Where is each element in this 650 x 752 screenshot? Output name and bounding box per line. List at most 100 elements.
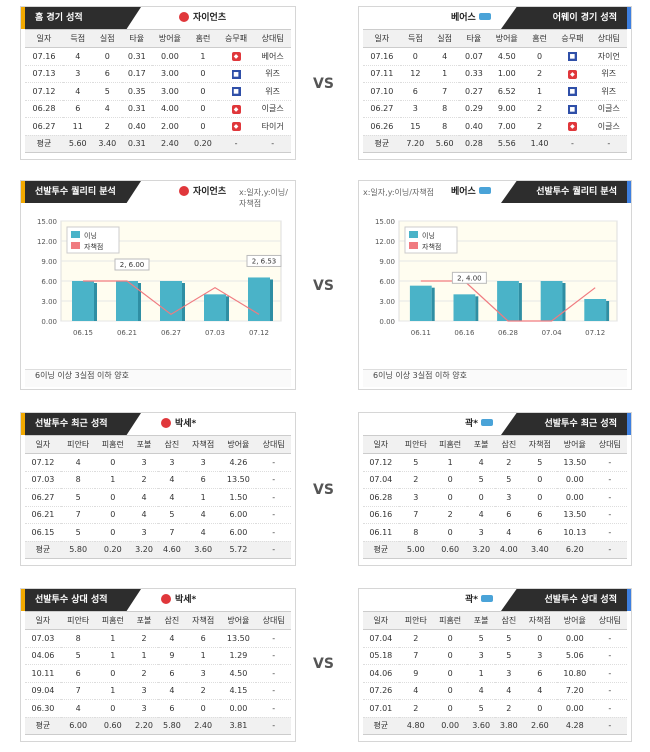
table-cell: 4	[60, 453, 96, 472]
left-vs-pitcher: 박세*	[161, 589, 196, 611]
avg-cell: 0.60	[432, 541, 468, 559]
table-cell: 06.21	[25, 506, 61, 524]
table-cell: 1	[185, 647, 221, 665]
table-cell: 5	[522, 453, 558, 472]
table-cell: -	[256, 647, 291, 665]
column-header: 일자	[25, 435, 61, 454]
average-row: 평균 5.80 0.20 3.20 4.60 3.60 5.72-	[25, 541, 291, 559]
x-tick-label: 07.12	[585, 329, 605, 337]
table-cell: 06.28	[363, 488, 399, 507]
result-badge: ■	[567, 104, 577, 114]
table-cell: 0.40	[122, 117, 152, 136]
avg-cell: 3.20	[130, 541, 158, 559]
axis-note: x:일자,y:이닝/자책점	[239, 188, 288, 208]
avg-cell: 5.60	[429, 135, 460, 153]
table-cell: 0	[400, 47, 430, 66]
table-cell: 06.27	[363, 100, 401, 118]
table-cell: 7	[157, 523, 186, 542]
table-row: 07.04 2 0 5 5 0 0.00-	[363, 629, 627, 648]
table-cell: 2	[398, 699, 433, 718]
avg-cell: -	[256, 717, 291, 735]
table-cell: 0.31	[122, 100, 152, 118]
table-cell: 2	[432, 506, 468, 524]
result-cell: ■	[217, 65, 255, 83]
table-cell: 0.27	[459, 82, 489, 101]
avg-cell: 3.60	[467, 717, 495, 735]
avg-cell: 1.40	[524, 135, 555, 153]
table-cell: 13.50	[220, 629, 257, 648]
y-tick-label: 0.00	[41, 318, 57, 326]
vs-label: VS	[313, 76, 334, 92]
table-cell: 0.17	[122, 65, 152, 83]
table-cell: 10.80	[557, 664, 593, 683]
table-cell: 3	[130, 699, 158, 718]
table-cell: 4.26	[220, 453, 257, 472]
avg-cell: 6.20	[557, 541, 593, 559]
table-row: 07.03 8 1 2 4 6 13.50-	[25, 629, 291, 648]
table-cell: 6	[62, 100, 93, 118]
table-cell: 0	[95, 699, 131, 718]
table-cell: 위즈	[254, 82, 291, 101]
table-cell: -	[592, 664, 627, 683]
table-row: 04.06 5 1 1 9 1 1.29-	[25, 647, 291, 665]
result-badge: ■	[231, 87, 241, 97]
table-cell: 위즈	[590, 65, 627, 83]
table-cell: 6	[522, 523, 558, 542]
table-cell: 4.00	[151, 100, 189, 118]
table-cell: 4	[429, 47, 460, 66]
table-cell: 15	[400, 117, 430, 136]
table-header-row: 일자 득점 실점 타율 방어율 홈런 승무패 상대팀	[363, 29, 627, 48]
column-header: 승무패	[217, 29, 255, 48]
result-cell: ■	[217, 82, 255, 101]
table-cell: -	[592, 523, 627, 542]
table-cell: 0	[522, 471, 558, 489]
left-recent-table: 일자 피안타 피홈런 포볼 삼진 자책점 방어율 상대팀 07.12 4 0 3 3 3 4.26-07.0…	[25, 435, 291, 559]
note-bar: 6이닝 이상 3실점 이하 양호	[363, 369, 627, 387]
table-cell: 이글스	[254, 100, 291, 118]
quality-note: 6이닝 이상 3실점 이하 양호	[373, 371, 467, 380]
table-cell: 3	[467, 647, 495, 665]
table-cell: 4	[467, 506, 495, 524]
table-cell: -	[256, 629, 291, 648]
table-cell: 3	[522, 647, 558, 665]
table-cell: 07.12	[363, 453, 399, 472]
right-quality-tab: 선발투수 퀄리티 분석	[501, 181, 631, 203]
vs-label: VS	[313, 278, 334, 294]
column-header: 일자	[363, 435, 399, 454]
average-row: 평균 7.20 5.60 0.28 5.56 1.40- -	[363, 135, 627, 153]
avg-cell: 평균	[363, 717, 399, 735]
table-row: 07.03 8 1 2 4 6 13.50-	[25, 471, 291, 489]
table-cell: 6	[185, 629, 221, 648]
table-cell: 0.00	[557, 471, 593, 489]
table-cell: 3	[130, 682, 158, 700]
result-cell: ◆	[217, 117, 255, 136]
home-record-tab: 홈 경기 성적	[21, 7, 141, 29]
table-row: 06.15 5 0 3 7 4 6.00-	[25, 523, 291, 542]
avg-cell: 0.20	[95, 541, 131, 559]
table-cell: 13.50	[557, 506, 593, 524]
bar-shadow	[138, 283, 141, 321]
table-cell: 3	[494, 664, 523, 683]
table-row: 06.21 7 0 4 5 4 6.00-	[25, 506, 291, 524]
bar-shadow	[270, 279, 273, 321]
left-quality-chart: 0.00 3.00 6.00 9.00 12.00 15.00 06.15 06.21 06.2…	[37, 218, 282, 337]
x-tick-label: 06.16	[454, 329, 475, 337]
table-cell: 1	[130, 647, 158, 665]
table-row: 06.16 7 2 4 6 6 13.50-	[363, 506, 627, 524]
avg-cell: 5.72	[220, 541, 257, 559]
table-cell: 0	[432, 471, 468, 489]
column-header: 피홈런	[95, 435, 131, 454]
table-cell: 2	[130, 664, 158, 683]
table-cell: 0	[188, 100, 218, 118]
bar-shadow	[475, 296, 479, 321]
table-cell: 6.00	[220, 523, 257, 542]
away-record-panel: 어웨이 경기 성적 베어스 일자 득점 실점 타율 방어율 홈런 승무패 상대팀 07.16 0 4…	[358, 6, 632, 160]
table-cell: 타이거	[254, 117, 291, 136]
column-header: 실점	[429, 29, 460, 48]
table-cell: 0	[95, 506, 131, 524]
column-header: 타율	[459, 29, 489, 48]
table-cell: 위즈	[590, 82, 627, 101]
bar	[116, 281, 138, 321]
y-tick-label: 9.00	[41, 258, 57, 266]
bears-logo-icon	[481, 419, 494, 426]
